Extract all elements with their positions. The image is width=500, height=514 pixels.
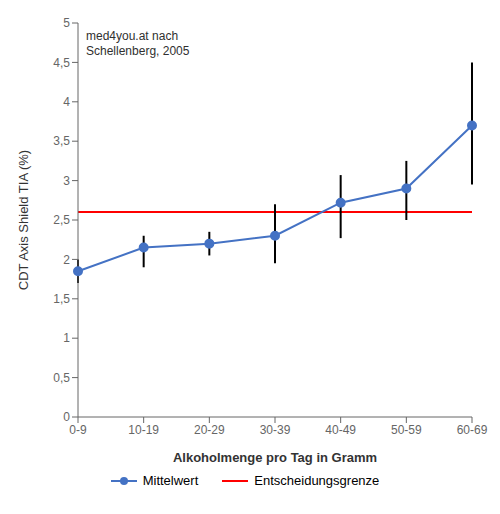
html-text:Entscheidungsgrenze: Entscheidungsgrenze [254, 473, 380, 488]
html-text:med4you.at nach: med4you.at nach [86, 29, 179, 43]
svg-text:40-49: 40-49 [325, 423, 356, 437]
html-text:Mittelwert: Mittelwert [142, 473, 199, 488]
svg-text:0: 0 [63, 410, 70, 424]
svg-text:0,5: 0,5 [53, 371, 70, 385]
html-text:Schellenberg, 2005: Schellenberg, 2005 [86, 44, 190, 58]
svg-text:1,5: 1,5 [53, 292, 70, 306]
svg-text:2,5: 2,5 [53, 213, 70, 227]
svg-text:4: 4 [63, 95, 70, 109]
svg-text:4,5: 4,5 [53, 56, 70, 70]
svg-text:Alkoholmenge pro Tag in Gramm: Alkoholmenge pro Tag in Gramm [173, 450, 377, 465]
svg-text:10-19: 10-19 [128, 423, 159, 437]
svg-text:3,5: 3,5 [53, 134, 70, 148]
svg-text:60-69: 60-69 [457, 423, 488, 437]
svg-text:2: 2 [63, 253, 70, 267]
svg-text:CDT Axis Shield TIA (%): CDT Axis Shield TIA (%) [16, 150, 31, 290]
svg-text:0-9: 0-9 [69, 423, 87, 437]
svg-text:30-39: 30-39 [260, 423, 291, 437]
svg-text:5: 5 [63, 16, 70, 30]
svg-text:1: 1 [63, 331, 70, 345]
svg-text:20-29: 20-29 [194, 423, 225, 437]
svg-text:3: 3 [63, 174, 70, 188]
svg-text:50-59: 50-59 [391, 423, 422, 437]
